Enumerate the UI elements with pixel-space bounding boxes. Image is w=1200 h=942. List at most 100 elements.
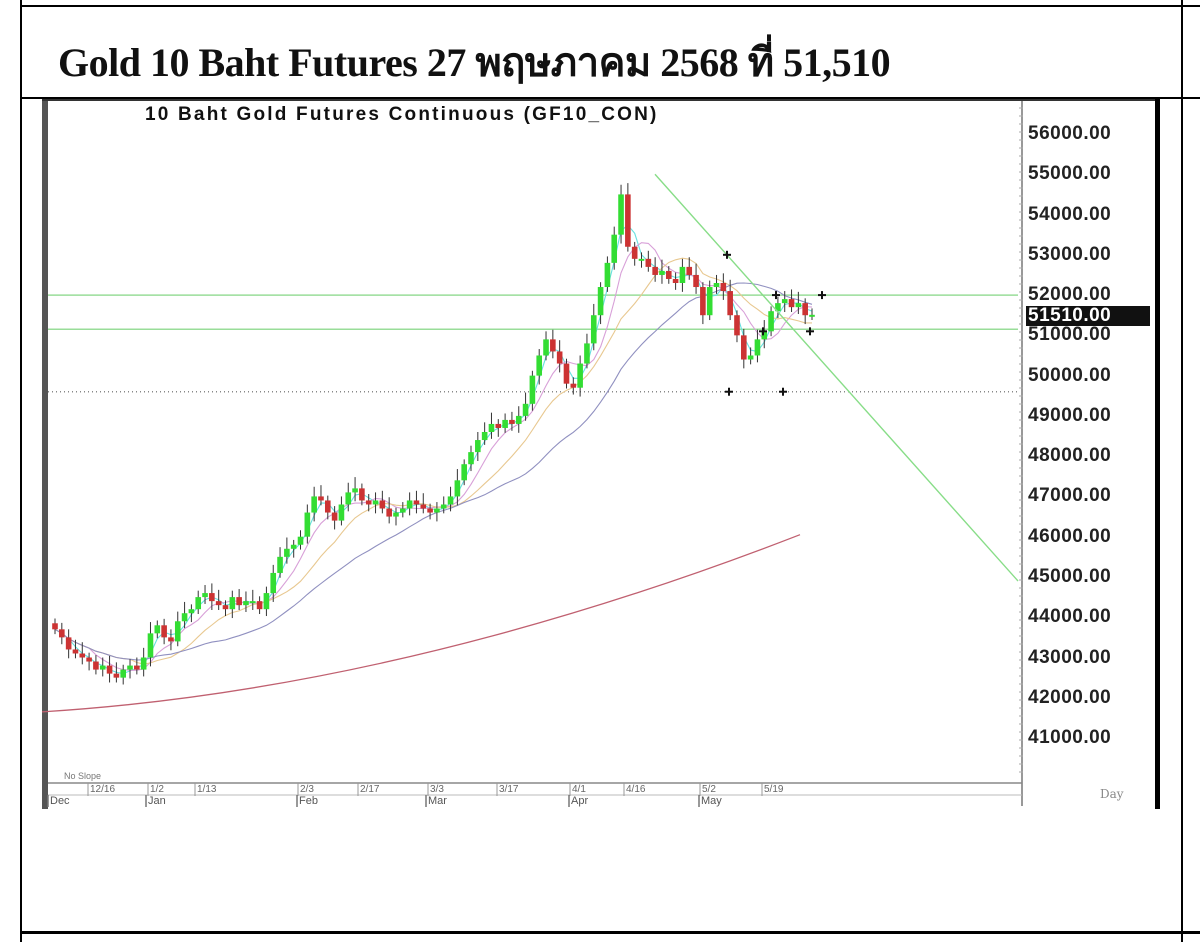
frame-title-divider (20, 97, 1200, 99)
candle-up (195, 597, 202, 610)
x-month-tick-label: Apr (571, 795, 589, 807)
y-tick-label: 41000.00 (1028, 727, 1112, 749)
x-date-tick-label: 3/17 (499, 784, 519, 795)
candle-up (181, 613, 188, 622)
last-price-marker: 51510.00 (1026, 306, 1150, 326)
y-tick-label: 50000.00 (1028, 364, 1112, 386)
candle-down (324, 500, 331, 513)
candle-down (222, 605, 229, 610)
chart-left-border (42, 99, 48, 809)
candle-up (775, 303, 781, 312)
candle-down (645, 258, 652, 267)
candle-up (400, 508, 406, 513)
moving-average-line (54, 257, 812, 665)
x-month-tick-label: Dec (50, 795, 70, 807)
slope-label: No Slope (64, 771, 102, 781)
candle-down (161, 625, 167, 638)
x-month-tick-label: May (701, 795, 722, 807)
candle-up (263, 593, 270, 610)
candle-down (79, 653, 86, 658)
candle-up (611, 234, 618, 263)
candle-down (331, 512, 338, 521)
frame-bottom (20, 931, 1200, 934)
candle-down (686, 266, 693, 275)
candle-down (788, 299, 795, 308)
chart-right-border (1155, 99, 1160, 809)
x-date-tick-label: 2/17 (360, 784, 380, 795)
candle-up (188, 609, 195, 614)
candle-up (270, 572, 277, 594)
candle-up (372, 500, 379, 505)
candle-up (502, 419, 508, 428)
candle-up (352, 488, 358, 493)
y-tick-label: 54000.00 (1028, 203, 1112, 225)
x-date-tick-label: 12/16 (90, 784, 116, 795)
y-tick-label: 56000.00 (1028, 123, 1112, 144)
candle-up (434, 508, 440, 513)
candle-up (618, 194, 624, 235)
candle-up (440, 504, 447, 509)
candle-up (543, 339, 549, 356)
candle-up (127, 665, 133, 670)
candle-down (563, 363, 570, 384)
candle-down (509, 419, 515, 424)
candle-down (700, 287, 706, 316)
candle-down (318, 496, 324, 501)
candle-up (338, 504, 345, 521)
candle-down (134, 665, 140, 670)
candle-up (768, 311, 774, 332)
chart-panel (42, 99, 1160, 809)
candle-up (679, 266, 686, 283)
candle-down (570, 383, 577, 388)
candle-up (515, 415, 522, 424)
x-date-tick-label: 4/1 (572, 784, 586, 795)
candle-down (413, 500, 420, 505)
candle-down (72, 649, 79, 654)
chart-title: 10 Baht Gold Futures Continuous (GF10_CO… (145, 104, 659, 125)
y-tick-label: 49000.00 (1028, 404, 1112, 426)
candle-up (713, 282, 720, 288)
candle-down (693, 274, 699, 288)
x-month-tick-label: Jan (148, 795, 166, 807)
candle-down (741, 335, 747, 360)
candle-up (154, 625, 161, 634)
candle-up (809, 314, 815, 317)
candle-down (86, 657, 92, 662)
candle-up (277, 556, 283, 573)
candle-down (802, 303, 808, 316)
candle-down (215, 601, 222, 606)
y-tick-label: 45000.00 (1028, 565, 1112, 587)
x-date-tick-label: 3/3 (430, 784, 444, 795)
x-date-tick-label: 1/13 (197, 784, 217, 795)
ma200-line (41, 534, 801, 713)
y-tick-label: 43000.00 (1028, 646, 1112, 668)
candle-down (734, 315, 740, 336)
candle-down (652, 266, 658, 275)
candle-down (168, 637, 174, 642)
y-tick-label: 47000.00 (1028, 485, 1112, 507)
y-tick-label: 48000.00 (1028, 445, 1112, 467)
candle-down (672, 278, 679, 283)
candle-up (781, 299, 788, 304)
candle-up (454, 480, 461, 497)
candle-up (99, 665, 106, 670)
candle-down (52, 623, 58, 630)
chart-top-border (42, 99, 1160, 101)
candle-up (529, 375, 536, 404)
candle-down (365, 500, 372, 505)
candle-up (202, 593, 208, 598)
candle-down (720, 282, 727, 292)
candle-down (106, 665, 113, 674)
candle-up (447, 496, 454, 505)
candle-up (604, 262, 611, 288)
candle-up (290, 544, 297, 549)
candle-up (795, 303, 802, 308)
candle-up (536, 355, 543, 376)
x-date-tick-label: 5/2 (702, 784, 716, 795)
frame-right (1181, 0, 1183, 942)
candle-down (236, 597, 242, 606)
candle-up (461, 464, 467, 481)
candle-down (495, 423, 502, 428)
candle-up (243, 601, 249, 606)
